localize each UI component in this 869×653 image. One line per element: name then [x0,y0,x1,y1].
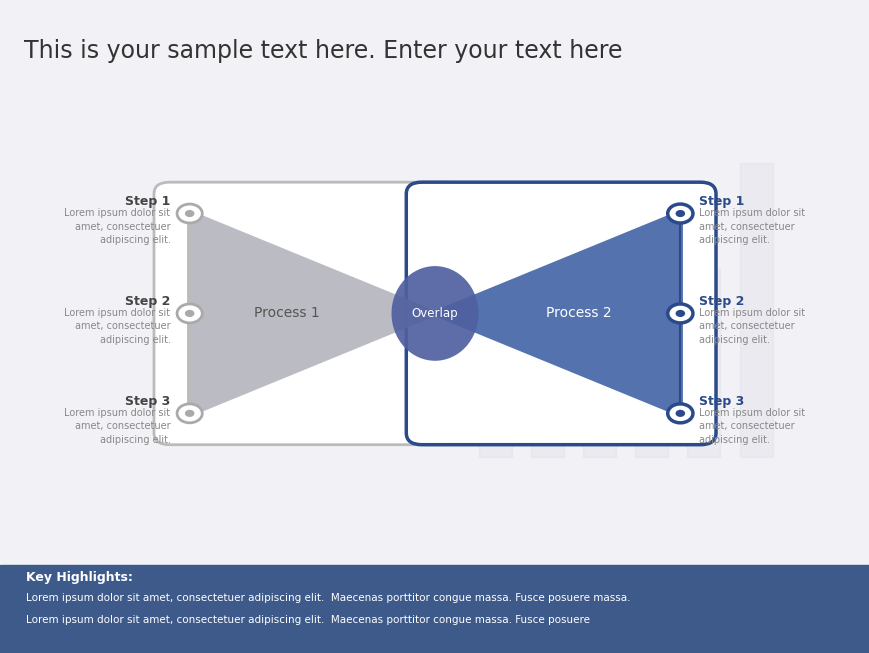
Text: Lorem ipsum dolor sit
amet, consectetuer
adipiscing elit.: Lorem ipsum dolor sit amet, consectetuer… [699,308,805,345]
Text: Lorem ipsum dolor sit amet, consectetuer adipiscing elit.  Maecenas porttitor co: Lorem ipsum dolor sit amet, consectetuer… [26,615,589,625]
Ellipse shape [391,266,478,360]
Circle shape [667,404,693,423]
Text: Step 2: Step 2 [125,295,170,308]
Text: Overlap: Overlap [411,307,458,320]
Text: Step 2: Step 2 [699,295,744,308]
Circle shape [185,410,195,417]
FancyBboxPatch shape [154,182,463,445]
Text: Lorem ipsum dolor sit
amet, consectetuer
adipiscing elit.: Lorem ipsum dolor sit amet, consectetuer… [64,408,170,445]
Bar [0,565,869,653]
Bar [687,269,720,457]
Bar [478,310,511,457]
Bar [739,163,772,457]
Text: Process 1: Process 1 [254,306,320,321]
Bar [634,193,667,457]
Circle shape [177,304,202,323]
Bar [582,340,615,457]
Text: Lorem ipsum dolor sit
amet, consectetuer
adipiscing elit.: Lorem ipsum dolor sit amet, consectetuer… [699,408,805,445]
Polygon shape [187,209,441,418]
Circle shape [675,410,685,417]
Text: This is your sample text here. Enter your text here: This is your sample text here. Enter you… [24,39,622,63]
Text: Lorem ipsum dolor sit
amet, consectetuer
adipiscing elit.: Lorem ipsum dolor sit amet, consectetuer… [64,208,170,245]
Text: Key Highlights:: Key Highlights: [26,571,133,584]
Text: Step 1: Step 1 [699,195,744,208]
Circle shape [667,204,693,223]
Circle shape [185,310,195,317]
FancyBboxPatch shape [406,182,715,445]
Text: Lorem ipsum dolor sit
amet, consectetuer
adipiscing elit.: Lorem ipsum dolor sit amet, consectetuer… [699,208,805,245]
Circle shape [185,210,195,217]
Text: Step 3: Step 3 [125,395,170,408]
Text: Step 1: Step 1 [125,195,170,208]
Circle shape [675,210,685,217]
Circle shape [675,310,685,317]
Bar [530,234,563,457]
Text: Process 2: Process 2 [545,306,611,321]
Text: Lorem ipsum dolor sit
amet, consectetuer
adipiscing elit.: Lorem ipsum dolor sit amet, consectetuer… [64,308,170,345]
Text: Step 3: Step 3 [699,395,744,408]
Text: Lorem ipsum dolor sit amet, consectetuer adipiscing elit.  Maecenas porttitor co: Lorem ipsum dolor sit amet, consectetuer… [26,593,630,603]
Circle shape [667,304,693,323]
Polygon shape [428,209,682,418]
Circle shape [177,204,202,223]
Circle shape [177,404,202,423]
